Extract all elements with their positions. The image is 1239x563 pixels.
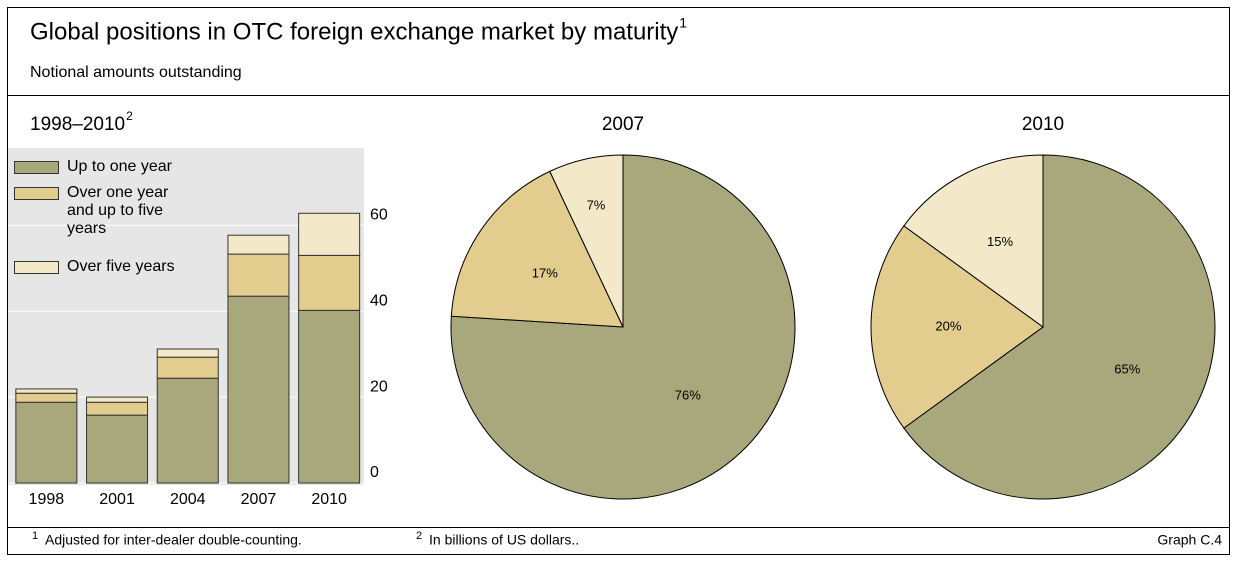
pie-title: 2010 (1022, 114, 1064, 135)
legend-item: Over five years (14, 258, 192, 276)
legend-swatch (14, 187, 59, 200)
panel-title: 1998–2010 (30, 114, 125, 135)
bar-segment (227, 234, 290, 255)
data-label: 17% (532, 265, 558, 280)
footnote-marker: 1 (32, 530, 38, 542)
legend-swatch (14, 161, 59, 174)
x-tick-label: 1998 (29, 491, 65, 508)
graph-label: Graph C.4 (1157, 532, 1222, 548)
bar-segment (15, 392, 78, 403)
legend-label: Up to one year (67, 158, 172, 175)
legend-label: Over five years (67, 258, 175, 275)
pie-slice (870, 225, 1044, 429)
bar-segment (86, 401, 149, 416)
footnote: Adjusted for inter-dealer double-countin… (45, 532, 302, 548)
y-tick-label: 0 (370, 464, 379, 481)
x-tick-label: 2004 (170, 491, 206, 508)
data-label: 20% (935, 318, 961, 333)
y-tick-label: 40 (370, 292, 388, 309)
pie-slice (549, 154, 624, 328)
data-label: 65% (1114, 361, 1140, 376)
frame (7, 7, 1230, 555)
panel-title-note: 2 (126, 109, 133, 123)
subtitle: Notional amounts outstanding (30, 64, 242, 81)
bar-segment (156, 356, 219, 379)
bar-segment (15, 401, 78, 484)
y-tick-label: 60 (370, 207, 388, 224)
x-tick-label: 2001 (99, 491, 135, 508)
legend-label: Over one year and up to five years (67, 184, 169, 237)
y-tick-label: 20 (370, 378, 388, 395)
legend-item: Up to one year (14, 158, 192, 176)
bar-segment (86, 396, 149, 403)
bar-segment (227, 295, 290, 484)
legend-item: Over one year and up to five years (14, 184, 192, 238)
legend-swatch (14, 261, 59, 274)
pie-title: 2007 (602, 114, 644, 135)
bar-segment (298, 254, 361, 311)
bar-segment (86, 414, 149, 484)
bar-segment (298, 309, 361, 484)
bar-segment (156, 348, 219, 358)
bar-segment (227, 253, 290, 297)
title-note: 1 (679, 15, 687, 31)
bar-segment (15, 388, 78, 394)
x-tick-label: 2010 (311, 491, 347, 508)
data-label: 76% (675, 387, 701, 402)
data-label: 7% (587, 198, 606, 213)
footnote: In billions of US dollars.. (429, 532, 579, 548)
pie-slice (450, 170, 624, 328)
pie-slice (903, 154, 1216, 500)
data-label: 15% (987, 234, 1013, 249)
bar-segment (156, 377, 219, 484)
pie-slice (903, 154, 1044, 328)
bar-segment (298, 212, 361, 256)
footnote-marker: 2 (416, 530, 422, 542)
x-tick-label: 2007 (241, 491, 277, 508)
title: Global positions in OTC foreign exchange… (30, 18, 678, 45)
